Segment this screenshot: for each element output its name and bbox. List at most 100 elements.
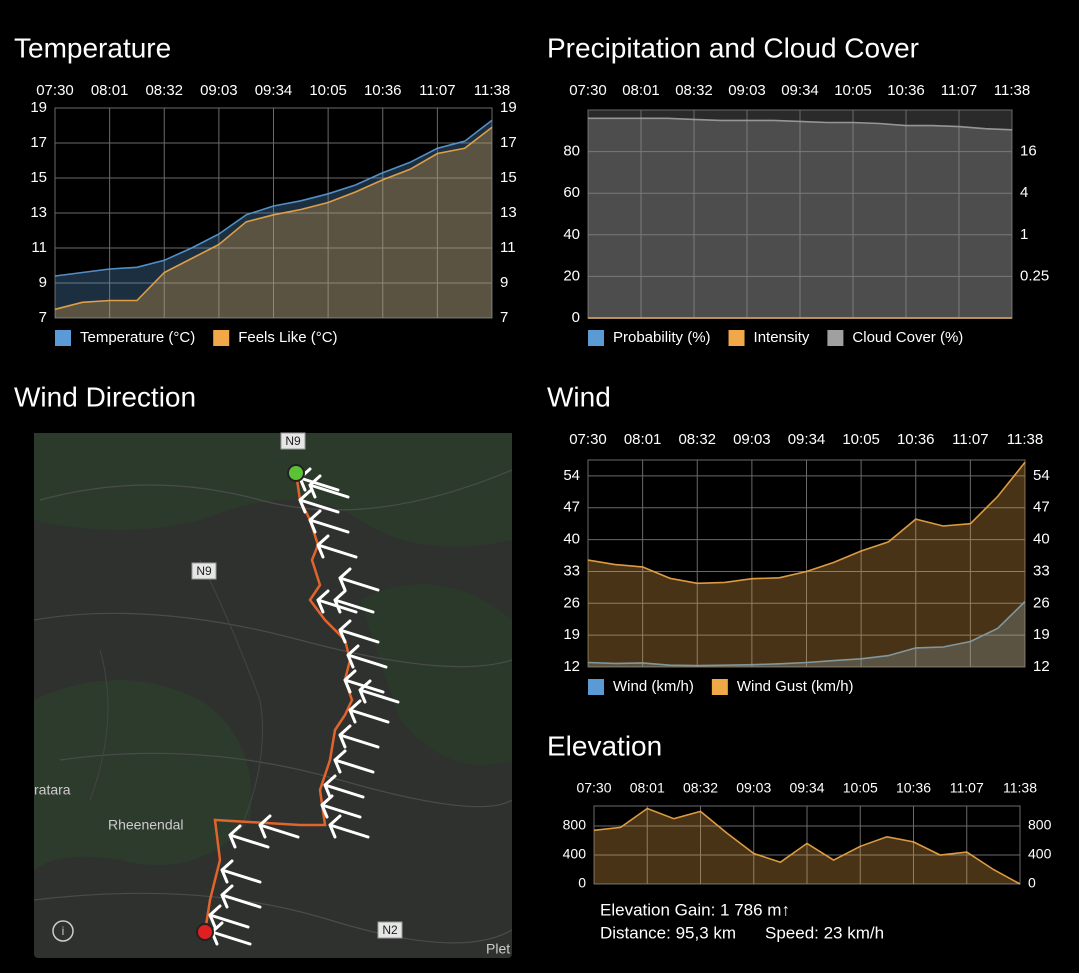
wind-arrow: [298, 489, 340, 514]
x-tick-label: 07:30: [569, 431, 607, 448]
series-area: [588, 118, 1012, 318]
legend-label: Temperature (°C): [80, 329, 195, 346]
legend-label: Wind (km/h): [613, 678, 694, 695]
y-tick-label: 12: [563, 658, 580, 675]
x-tick-label: 11:07: [941, 82, 977, 99]
x-tick-label: 09:03: [200, 82, 238, 99]
x-tick-label: 08:01: [624, 431, 662, 448]
y-tick-label: 15: [30, 169, 47, 186]
place-label: Plet: [486, 941, 510, 957]
y-tick-label: 400: [563, 846, 587, 862]
y2-tick-label: 40: [1033, 531, 1050, 548]
wind-arrow: [338, 567, 380, 592]
y-tick-label: 20: [563, 267, 580, 284]
end-marker: [196, 923, 214, 941]
wind-arrow: [323, 774, 365, 799]
plot-frame: [587, 459, 1026, 668]
map-title: Wind Direction: [14, 381, 196, 412]
legend-swatch: [588, 330, 604, 346]
legend-swatch: [711, 679, 728, 695]
wind-arrow: [208, 904, 250, 929]
x-tick-label: 09:34: [255, 82, 293, 99]
y-tick-label: 47: [563, 499, 580, 516]
legend-swatch: [588, 679, 604, 695]
x-tick-label: 11:38: [1003, 780, 1037, 796]
series-area: [55, 120, 492, 318]
x-tick-label: 08:32: [683, 780, 718, 796]
x-tick-label: 09:34: [788, 431, 826, 448]
y-tick-label: 800: [563, 817, 587, 833]
x-tick-label: 07:30: [569, 82, 607, 99]
y2-tick-label: 1: [1020, 226, 1028, 243]
y-tick-label: 19: [563, 626, 580, 643]
x-tick-label: 11:38: [1007, 431, 1043, 448]
series-area: [588, 601, 1025, 667]
road-label: N2: [382, 923, 398, 937]
x-tick-label: 07:30: [576, 780, 611, 796]
distance: Distance: 95,3 km: [600, 923, 736, 942]
x-tick-label: 10:05: [309, 82, 347, 99]
y-tick-label: 40: [563, 531, 580, 548]
y2-tick-label: 0: [1028, 875, 1036, 891]
x-tick-label: 07:30: [36, 82, 74, 99]
legend-swatch: [213, 330, 230, 346]
y-tick-label: 0: [578, 875, 586, 891]
y-tick-label: 80: [563, 143, 580, 160]
series-line: [587, 600, 1026, 667]
wind-arrow: [328, 814, 370, 839]
info-icon[interactable]: i: [62, 924, 65, 938]
wind-arrow: [308, 474, 350, 499]
y2-tick-label: 17: [500, 134, 517, 151]
chart-title: Elevation: [547, 730, 662, 761]
x-tick-label: 10:36: [897, 431, 935, 448]
chart-title: Precipitation and Cloud Cover: [547, 32, 919, 63]
info-button[interactable]: [52, 920, 74, 942]
x-tick-label: 08:01: [91, 82, 129, 99]
map-forest: [34, 433, 512, 547]
y2-tick-label: 7: [500, 309, 508, 326]
y-tick-label: 0: [572, 309, 580, 326]
y-tick-label: 11: [31, 239, 47, 256]
wind-arrow: [333, 749, 375, 774]
start-marker: [287, 464, 305, 482]
legend-swatch: [55, 330, 71, 346]
series-area: [588, 462, 1025, 667]
road-shield: [191, 562, 217, 580]
legend-label: Cloud Cover (%): [852, 329, 963, 346]
x-tick-label: 08:32: [678, 431, 716, 448]
y-tick-label: 19: [30, 99, 47, 116]
series-line: [587, 461, 1026, 585]
y2-tick-label: 12: [1033, 658, 1050, 675]
map-forest: [34, 680, 252, 870]
y-tick-label: 17: [30, 134, 47, 151]
series-line: [54, 119, 493, 277]
y-tick-label: 9: [39, 274, 47, 291]
series-area: [594, 808, 1020, 884]
x-tick-label: 11:07: [950, 780, 984, 796]
map-forest: [360, 584, 512, 765]
y2-tick-label: 26: [1033, 594, 1050, 611]
map-road: [33, 469, 513, 944]
x-tick-label: 08:32: [675, 82, 713, 99]
wind-arrow: [346, 644, 388, 669]
y2-tick-label: 9: [500, 274, 508, 291]
y2-tick-label: 11: [500, 239, 516, 256]
y-tick-label: 40: [563, 226, 580, 243]
y2-tick-label: 13: [500, 204, 517, 221]
y-tick-label: 33: [563, 562, 580, 579]
wind-arrow: [228, 824, 270, 849]
y2-tick-label: 800: [1028, 817, 1052, 833]
map: N9 N9 N2 Rheenendal ratara Plet i: [33, 432, 513, 958]
road-label: N9: [196, 564, 212, 578]
wind-arrow: [316, 534, 358, 559]
y2-tick-label: 16: [1020, 143, 1037, 160]
wind-arrow: [338, 724, 380, 749]
x-tick-label: 10:36: [887, 82, 925, 99]
x-tick-label: 08:01: [622, 82, 660, 99]
wind-arrow: [338, 619, 380, 644]
series-area: [55, 127, 492, 318]
x-tick-label: 10:05: [843, 780, 878, 796]
y-tick-label: 7: [39, 309, 47, 326]
x-tick-label: 11:07: [952, 431, 988, 448]
x-tick-label: 10:36: [364, 82, 402, 99]
